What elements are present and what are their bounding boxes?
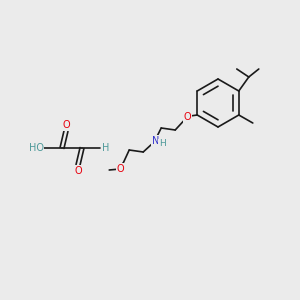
Text: O: O [116, 164, 124, 174]
Text: HO: HO [28, 143, 44, 153]
Text: H: H [159, 140, 166, 148]
Text: N: N [152, 136, 159, 146]
Text: O: O [183, 112, 191, 122]
Text: O: O [62, 120, 70, 130]
Text: O: O [74, 166, 82, 176]
Text: H: H [102, 143, 110, 153]
